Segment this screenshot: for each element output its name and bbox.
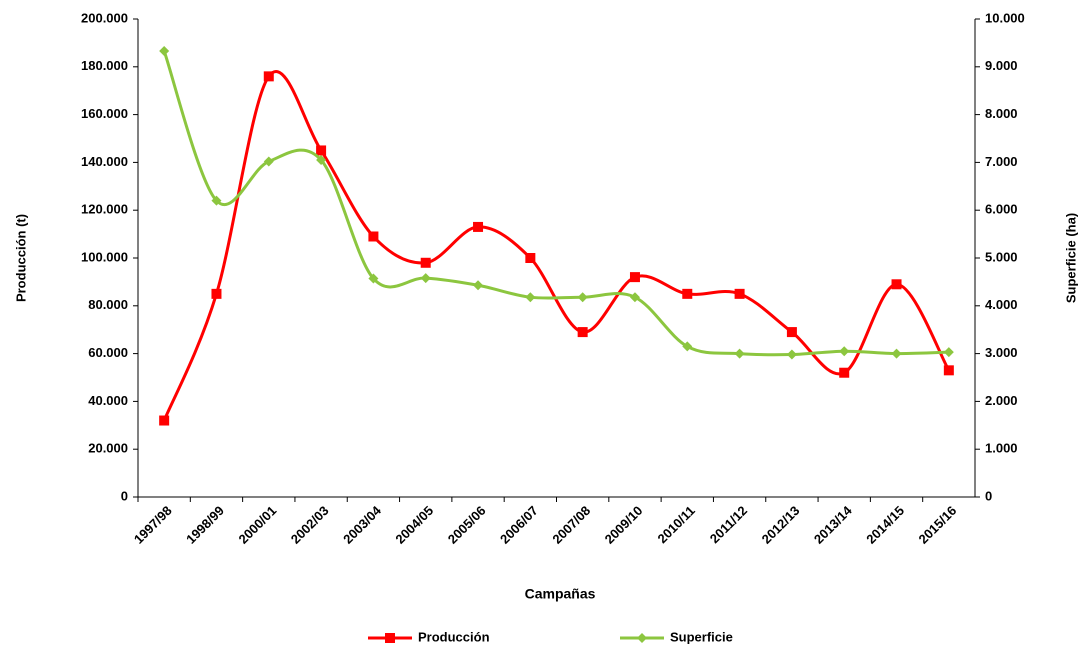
data-point: [786, 327, 797, 338]
x-tick-label: 2010/11: [655, 503, 698, 546]
data-point: [263, 71, 274, 82]
y2-tick-label: 5.000: [985, 249, 1018, 264]
y-tick-label: 200.000: [81, 10, 128, 25]
y2-tick-label: 4.000: [985, 297, 1018, 312]
data-point: [629, 292, 640, 303]
y-tick-label: 80.000: [88, 297, 128, 312]
y-tick-label: 180.000: [81, 58, 128, 73]
data-point: [577, 292, 588, 303]
y-tick-label: 140.000: [81, 154, 128, 169]
y-tick-label: 100.000: [81, 249, 128, 264]
y2-tick-label: 10.000: [985, 10, 1025, 25]
legend-marker: [637, 633, 647, 643]
y-tick-label: 40.000: [88, 393, 128, 408]
x-tick-label: 2000/01: [235, 503, 279, 547]
series-line: [162, 50, 949, 357]
y2-axis-title: Superficie (ha): [1063, 213, 1078, 303]
x-tick-label: 1997/98: [131, 503, 175, 547]
data-point: [420, 273, 431, 284]
data-point: [786, 349, 797, 360]
data-point: [473, 280, 484, 291]
x-tick-label: 2015/16: [916, 503, 960, 547]
x-tick-label: 2009/10: [602, 503, 646, 547]
data-point: [316, 155, 327, 166]
legend-marker: [385, 633, 395, 643]
data-point: [263, 156, 274, 167]
data-point: [316, 145, 327, 156]
y2-tick-label: 6.000: [985, 202, 1018, 217]
x-tick-label: 2004/05: [392, 503, 436, 547]
data-point: [473, 221, 484, 232]
data-point: [629, 272, 640, 283]
data-point: [525, 253, 536, 263]
data-point: [368, 231, 379, 242]
data-point: [211, 288, 222, 299]
data-point: [891, 279, 902, 290]
data-point: [943, 365, 954, 376]
x-tick-label: 2006/07: [497, 503, 541, 547]
y2-tick-label: 3.000: [985, 345, 1018, 360]
y2-tick-label: 8.000: [985, 106, 1018, 121]
x-tick-label: 2011/12: [707, 503, 750, 546]
x-tick-label: 2012/13: [759, 503, 803, 547]
y2-tick-label: 2.000: [985, 393, 1018, 408]
data-point: [943, 347, 954, 358]
x-tick-label: 2014/15: [863, 503, 907, 547]
y2-tick-label: 7.000: [985, 154, 1018, 169]
y-axis-title: Producción (t): [13, 214, 28, 302]
data-point: [891, 348, 902, 359]
legend-label: Producción: [418, 629, 490, 644]
y2-tick-label: 9.000: [985, 58, 1018, 73]
y2-tick-label: 0: [985, 488, 992, 503]
series-line: [162, 70, 951, 422]
data-point: [682, 288, 693, 299]
y-tick-label: 20.000: [88, 441, 128, 456]
data-point: [159, 415, 170, 426]
y-tick-label: 160.000: [81, 106, 128, 121]
y2-tick-label: 1.000: [985, 441, 1018, 456]
legend-label: Superficie: [670, 629, 733, 644]
data-point: [734, 348, 745, 359]
data-point: [839, 367, 850, 378]
data-point: [211, 195, 222, 206]
x-tick-label: 2005/06: [445, 503, 489, 547]
data-point: [368, 273, 379, 284]
x-tick-label: 2002/03: [288, 503, 332, 547]
y-tick-label: 120.000: [81, 202, 128, 217]
y-tick-label: 60.000: [88, 345, 128, 360]
data-point: [734, 288, 745, 299]
data-point: [682, 341, 693, 352]
x-tick-label: 2007/08: [549, 503, 593, 547]
y-tick-label: 0: [121, 488, 128, 503]
x-axis-title: Campañas: [525, 586, 596, 602]
data-point: [159, 46, 170, 57]
data-point: [525, 292, 536, 303]
x-tick-label: 2003/04: [340, 502, 384, 546]
data-point: [420, 257, 431, 268]
x-tick-label: 1998/99: [183, 503, 227, 547]
x-tick-label: 2013/14: [811, 502, 855, 546]
data-point: [839, 346, 850, 357]
data-point: [577, 327, 588, 338]
